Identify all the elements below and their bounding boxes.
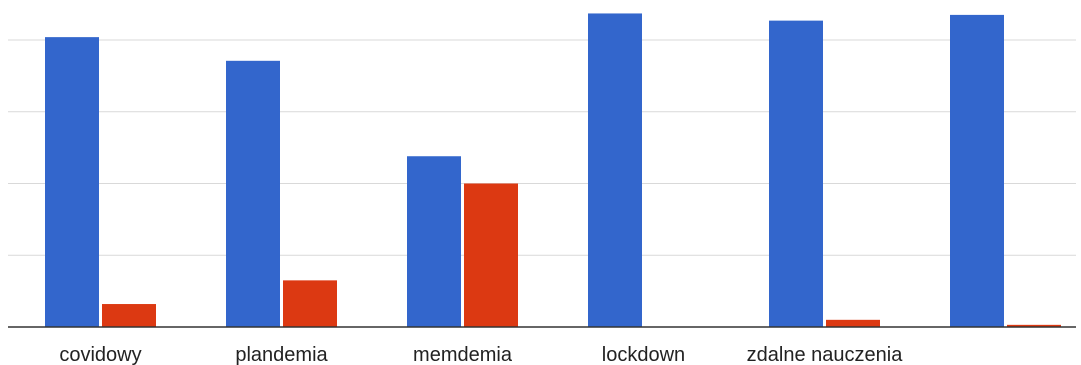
bar-series-2-memdemia [464, 183, 518, 327]
bar-series-2-zdalne-nauczenia [826, 319, 880, 327]
gridlines [8, 39, 1076, 256]
bar-series-1-memdemia [407, 156, 461, 327]
x-tick-label: lockdown [602, 344, 685, 365]
bar-series-2-plandemia [283, 280, 337, 327]
bar-series-2-category-6 [1007, 324, 1061, 327]
bar-series-1-covidowy [45, 37, 99, 327]
bar-series-1-plandemia [226, 60, 280, 328]
x-tick-label: memdemia [413, 344, 513, 365]
bar-series-1-category-6 [950, 14, 1004, 327]
bar-series-1-lockdown [588, 13, 642, 327]
x-tick-label: covidowy [59, 344, 141, 365]
bars [45, 13, 1061, 328]
bar-series-1-zdalne-nauczenia [769, 20, 823, 327]
bar-series-2-covidowy [102, 304, 156, 327]
x-tick-label: plandemia [235, 344, 328, 365]
x-tick-label: zdalne nauczenia [747, 344, 904, 365]
x-tick-labels: covidowy plandemia memdemia lockdown zdalne … [59, 344, 903, 365]
